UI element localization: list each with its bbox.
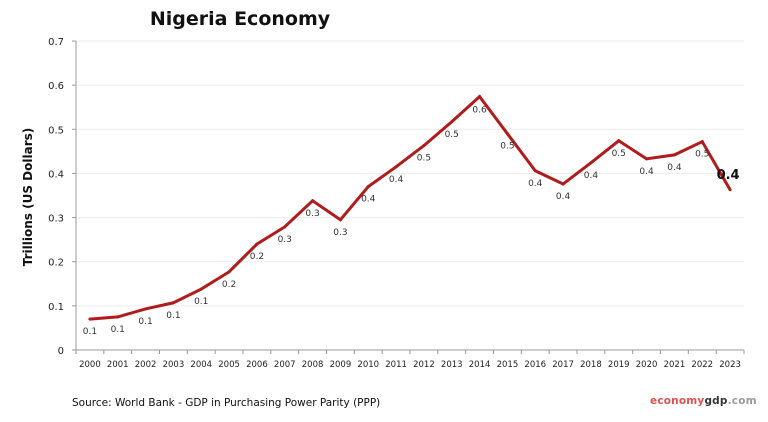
data-label: 0.4 (667, 163, 682, 173)
x-tick-label: 2009 (330, 360, 352, 370)
x-tick-label: 2004 (190, 360, 212, 370)
x-tick-label: 2017 (552, 360, 574, 370)
y-tick-label: 0.5 (48, 125, 64, 136)
data-point (422, 144, 426, 148)
data-point (227, 270, 231, 274)
data-label: 0.1 (83, 327, 97, 337)
data-point (311, 199, 315, 203)
x-tick-label: 2003 (163, 360, 185, 370)
series-line (89, 94, 732, 321)
data-point (394, 165, 398, 169)
y-tick-label: 0.3 (48, 214, 64, 225)
data-label: 0.4 (639, 167, 654, 177)
x-tick-label: 2018 (580, 360, 602, 370)
data-label: 0.2 (222, 280, 236, 290)
data-label: 0.4 (556, 192, 571, 202)
data-label: 0.4 (584, 171, 599, 181)
data-label: 0.5 (695, 150, 709, 160)
y-tick-label: 0.7 (48, 37, 64, 48)
data-label: 0.1 (166, 311, 180, 321)
x-tick-label: 2015 (497, 360, 519, 370)
brand-logo: economygdp.com (650, 395, 757, 407)
data-label: 0.3 (333, 228, 347, 238)
data-label: 0.4 (717, 168, 740, 183)
data-point (505, 132, 509, 136)
data-point (700, 140, 704, 144)
data-point (561, 182, 565, 186)
y-tick-label: 0.4 (48, 169, 64, 180)
brand-part-economy: economy (650, 395, 705, 407)
data-label: 0.4 (361, 195, 376, 205)
data-label: 0.3 (305, 209, 319, 219)
source-note: Source: World Bank - GDP in Purchasing P… (72, 397, 381, 409)
x-tick-label: 2014 (469, 360, 491, 370)
x-tick-label: 2021 (664, 360, 686, 370)
x-tick-label: 2019 (608, 360, 630, 370)
x-tick-label: 2022 (691, 360, 713, 370)
x-tick-label: 2013 (441, 360, 463, 370)
chart-title: Nigeria Economy (149, 8, 331, 30)
data-label: 0.4 (528, 179, 543, 189)
data-point (617, 139, 621, 143)
data-point (478, 95, 482, 99)
brand-part-com: .com (727, 395, 757, 407)
data-point (338, 218, 342, 222)
data-label: 0.3 (278, 235, 292, 245)
x-tick-label: 2000 (79, 360, 101, 370)
x-tick-label: 2007 (274, 360, 296, 370)
data-point (450, 120, 454, 124)
x-tick-label: 2006 (246, 360, 268, 370)
data-label: 0.5 (612, 149, 626, 159)
y-tick-label: 0.6 (48, 81, 64, 92)
x-tick-label: 2016 (524, 360, 546, 370)
x-tick-label: 2001 (107, 360, 129, 370)
data-label: 0.2 (250, 252, 264, 262)
data-label: 0.5 (445, 130, 459, 140)
x-tick-label: 2023 (719, 360, 741, 370)
x-tick-label: 2020 (636, 360, 658, 370)
data-point (199, 287, 203, 291)
data-point (589, 161, 593, 165)
x-tick-label: 2010 (357, 360, 379, 370)
y-tick-label: 0 (58, 346, 64, 357)
data-point (366, 185, 370, 189)
data-label: 0.1 (111, 325, 125, 335)
data-label: 0.1 (194, 297, 208, 307)
data-point (88, 317, 92, 321)
data-label: 0.4 (389, 175, 404, 185)
x-tick-label: 2008 (302, 360, 324, 370)
brand-part-gdp: gdp (704, 395, 728, 407)
y-tick-label: 0.2 (48, 258, 64, 269)
data-point (116, 315, 120, 319)
data-point (144, 307, 148, 311)
x-tick-label: 2011 (385, 360, 407, 370)
x-tick-label: 2012 (413, 360, 435, 370)
y-tick-label: 0.1 (48, 302, 64, 313)
x-tick-label: 2005 (218, 360, 240, 370)
data-label: 0.5 (417, 154, 431, 164)
data-label: 0.1 (138, 317, 152, 327)
data-point (255, 242, 259, 246)
data-point (728, 188, 732, 192)
data-point (171, 301, 175, 305)
data-label: 0.5 (500, 142, 514, 152)
data-label: 0.6 (472, 106, 487, 116)
x-tick-label: 2002 (135, 360, 157, 370)
data-point (645, 157, 649, 161)
data-point (672, 153, 676, 157)
data-point (283, 225, 287, 229)
data-point (533, 169, 537, 173)
